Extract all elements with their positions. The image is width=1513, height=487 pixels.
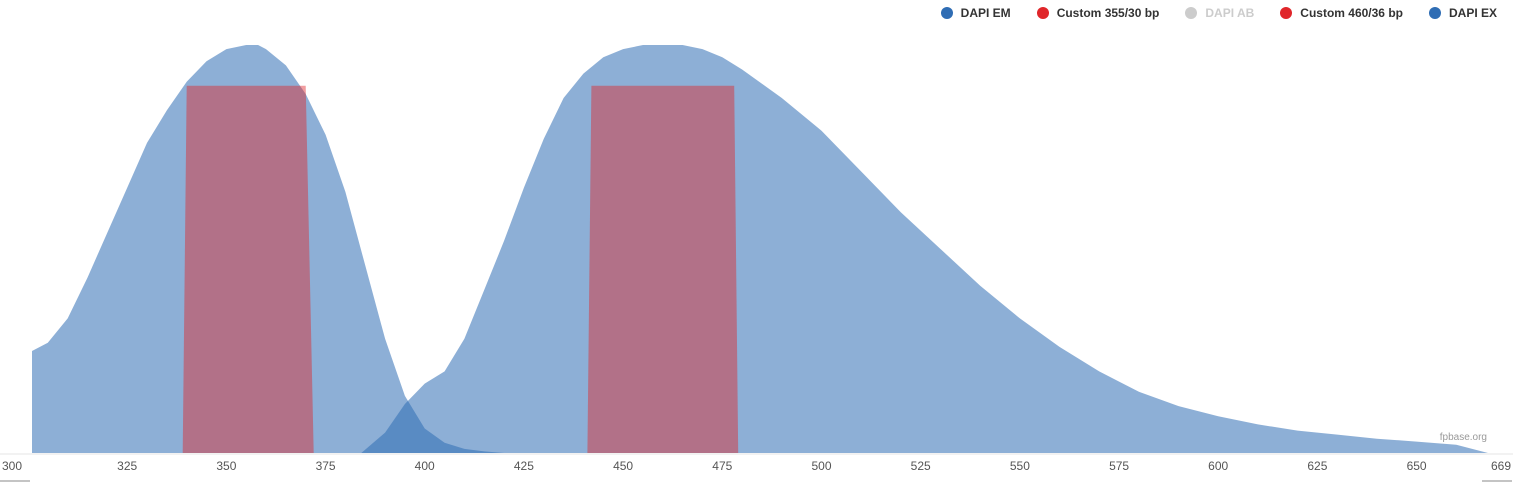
legend-dot-icon bbox=[1185, 7, 1198, 19]
x-tick-label: 400 bbox=[415, 459, 435, 473]
credit-label: fpbase.org bbox=[1440, 432, 1487, 443]
x-tick-label: 350 bbox=[216, 459, 236, 473]
x-range-end-label[interactable]: 669 bbox=[1491, 459, 1511, 473]
legend-item[interactable]: DAPI EM bbox=[940, 6, 1011, 20]
series-area-dapi-em bbox=[361, 45, 1488, 453]
legend-label: DAPI EM bbox=[960, 6, 1011, 20]
x-tick-label: 550 bbox=[1010, 459, 1030, 473]
x-range-end-label[interactable]: 300 bbox=[2, 459, 22, 473]
series-area-dapi-ex bbox=[32, 45, 505, 453]
x-tick-label: 500 bbox=[811, 459, 831, 473]
x-tick-label: 450 bbox=[613, 459, 633, 473]
x-tick-label: 650 bbox=[1407, 459, 1427, 473]
legend-label: DAPI AB bbox=[1205, 6, 1255, 20]
x-tick-label: 325 bbox=[117, 459, 137, 473]
legend-label: Custom 355/30 bp bbox=[1056, 6, 1160, 20]
plot-area bbox=[32, 45, 1488, 454]
legend-label: DAPI EX bbox=[1448, 6, 1497, 20]
x-tick-label: 475 bbox=[712, 459, 732, 473]
legend-item[interactable]: DAPI AB bbox=[1185, 6, 1254, 20]
x-axis: 325 350 375 400 425 450 475 500 525 550 575 600 625 6… bbox=[0, 453, 1513, 482]
legend-item[interactable]: DAPI EX bbox=[1428, 6, 1497, 20]
legend-dot-icon bbox=[1036, 7, 1049, 19]
x-tick-label: 525 bbox=[911, 459, 931, 473]
legend-item[interactable]: Custom 460/36 bp bbox=[1280, 6, 1403, 20]
legend-item[interactable]: Custom 355/30 bp bbox=[1036, 6, 1160, 20]
x-tick-label: 425 bbox=[514, 459, 534, 473]
x-tick-label: 625 bbox=[1307, 459, 1327, 473]
series-area-custom-460-36-bp bbox=[587, 85, 739, 454]
x-tick-label: 600 bbox=[1208, 459, 1228, 473]
legend-dot-icon bbox=[940, 7, 953, 19]
x-tick-label: 575 bbox=[1109, 459, 1129, 473]
series-area-custom-355-30-bp bbox=[182, 85, 314, 454]
x-tick-label: 375 bbox=[316, 459, 336, 473]
legend-label: Custom 460/36 bp bbox=[1300, 6, 1403, 20]
legend-dot-icon bbox=[1428, 7, 1441, 19]
legend: DAPI EM Custom 355/30 bp DAPI AB Custom 460… bbox=[940, 6, 1497, 20]
legend-dot-icon bbox=[1280, 7, 1293, 19]
